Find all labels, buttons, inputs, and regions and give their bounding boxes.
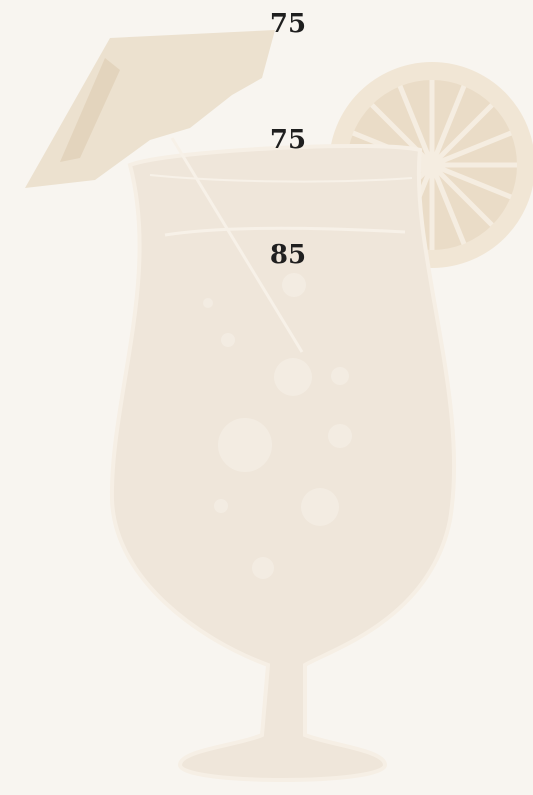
price: 75 xyxy=(270,125,306,155)
page: 75 75 85 (() => { const data = JSON.pars… xyxy=(0,0,533,795)
price: 85 xyxy=(270,240,306,270)
price: 75 xyxy=(270,9,306,39)
menu-panel: 75 75 85 xyxy=(0,0,533,795)
